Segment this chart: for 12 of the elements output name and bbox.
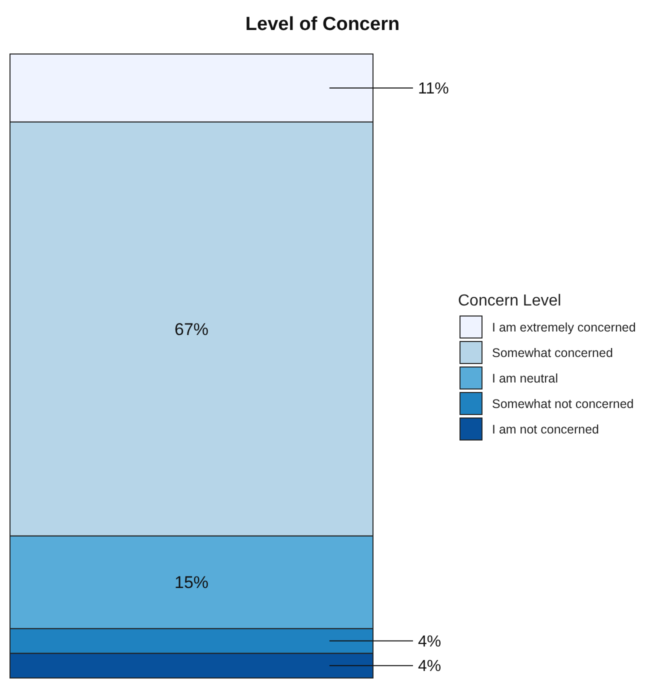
legend-label: Somewhat concerned xyxy=(492,346,613,360)
legend-label: I am extremely concerned xyxy=(492,320,636,334)
legend-title: Concern Level xyxy=(458,292,562,310)
data-label: 67% xyxy=(174,320,209,339)
legend-label: I am neutral xyxy=(492,371,558,386)
data-label: 11% xyxy=(418,80,449,98)
chart-title: Level of Concern xyxy=(245,14,400,35)
data-label: 4% xyxy=(418,634,442,651)
legend-label: Somewhat not concerned xyxy=(492,396,634,411)
legend-label: I am not concerned xyxy=(492,422,600,436)
data-label: 15% xyxy=(174,573,209,592)
data-label: 4% xyxy=(418,658,442,676)
